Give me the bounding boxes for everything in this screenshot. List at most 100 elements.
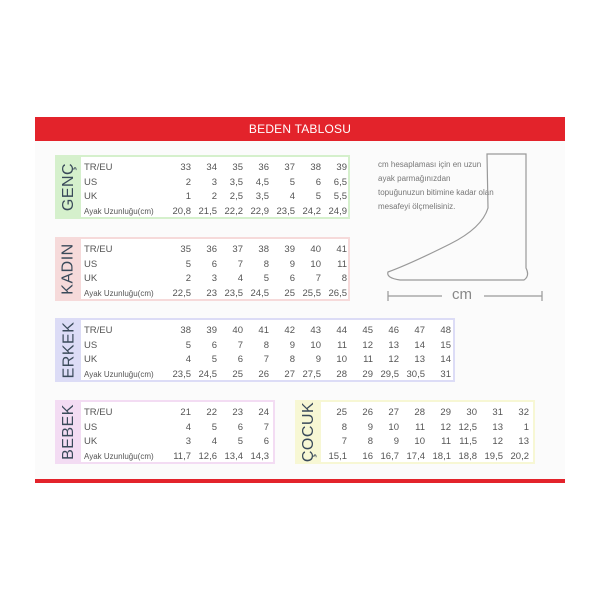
table-cell: 38 [180,325,191,336]
table-cell: 5 [237,436,243,447]
table-cell: 15 [440,339,451,351]
table-cell: 5 [263,273,269,284]
table-cell: 7 [237,339,243,351]
table-cell: 3 [211,273,217,284]
table-body: TR/EU 21 22 23 24 US 4 5 6 7 UK 3 4 5 6 Ayak Uzunluğu(c… [81,402,273,462]
table-cell: 15,1 [328,450,348,462]
table-cell: 2 [185,273,191,284]
table-cell: 5 [211,421,217,433]
table-row: Ayak Uzunluğu(cm) 23,5 24,5 25 26 27 27,5 28 29 2… [81,368,453,382]
table-cell: 9 [315,354,321,365]
table-cell: 5,5 [333,191,347,202]
table-cell: 41 [336,244,347,255]
table-row: US 2 3 3,5 4,5 5 6 6,5 [81,176,348,190]
table-cell: 29,5 [380,368,400,380]
table-cell: 26 [362,407,373,418]
table-cell: 11 [415,421,425,433]
table-cell: 23,5 [172,368,192,380]
table-cell: 11 [337,339,347,351]
table-cell: 7 [315,273,321,284]
table-cell: 4 [185,421,191,433]
table-label: GENÇ [57,157,81,217]
table-cell: 39 [336,162,347,173]
table-cell: 11,5 [459,436,477,447]
table-label-text: ÇOCUK [300,401,317,463]
table-label: BEBEK [57,402,81,462]
table-cell: 11 [337,258,347,270]
table-cell: 32 [518,407,529,418]
size-table-genc: GENÇ TR/EU 33 34 35 36 37 38 39 US 2 3 3,5 4,5 5 6 6,5 UK… [55,155,350,219]
table-cell: 21,5 [198,205,218,217]
table-cell: 47 [414,325,425,336]
table-cell: 8 [341,273,347,284]
table-cell: 35 [180,244,191,255]
row-header: UK [84,191,98,202]
table-cell: 8 [263,258,269,270]
table-cell: 14,3 [250,450,270,462]
table-row: UK 2 3 4 5 6 7 8 [81,272,348,286]
table-cell: 24,9 [328,205,348,217]
table-cell: 4 [237,273,243,284]
table-cell: 23,5 [224,287,244,299]
table-body: TR/EU 35 36 37 38 39 40 41 US 5 6 7 8 9 10 11 UK 2 3 4 5 6 7 8 A… [81,239,348,299]
table-cell: 26,5 [328,287,348,299]
table-cell: 37 [284,162,295,173]
table-cell: 40 [310,244,321,255]
table-cell: 20,2 [510,450,530,462]
table-cell: 2,5 [229,191,243,202]
table-cell: 6,5 [333,176,347,188]
table-cell: 4 [185,354,191,365]
table-row: TR/EU 35 36 37 38 39 40 41 [81,243,348,257]
table-body: 25 26 27 28 29 30 31 32 8 9 10 11 12 12,5 13 1 7 8 9 10 11 11… [321,402,533,462]
table-cell: 7 [263,421,269,433]
row-header: UK [84,436,98,447]
table-cell: 29 [362,368,373,380]
row-header: Ayak Uzunluğu(cm) [84,206,154,216]
table-cell: 7 [341,436,347,447]
table-cell: 7 [237,258,243,270]
table-cell: 5 [289,176,295,188]
size-table-bebek: BEBEK TR/EU 21 22 23 24 US 4 5 6 7 UK 3 4 5 6 Ayak Uzunl… [55,400,275,464]
table-cell: 12 [440,421,451,433]
table-cell: 6 [315,176,321,188]
table-cell: 18,8 [458,450,478,462]
table-cell: 39 [284,244,295,255]
table-cell: 8 [367,436,373,447]
table-cell: 24,5 [198,368,218,380]
table-cell: 42 [284,325,295,336]
table-cell: 35 [232,162,243,173]
table-cell: 18,1 [432,450,452,462]
table-cell: 10 [310,258,321,270]
table-cell: 6 [237,421,243,433]
table-cell: 12 [362,339,373,351]
table-label-text: BEBEK [60,404,78,460]
table-cell: 43 [310,325,321,336]
table-cell: 48 [440,325,451,336]
table-cell: 6 [237,354,243,365]
bottom-divider [35,479,565,483]
table-cell: 5 [211,354,217,365]
table-cell: 2 [211,191,217,202]
table-cell: 16 [362,450,373,462]
table-cell: 38 [310,162,321,173]
table-cell: 8 [263,339,269,351]
table-cell: 14 [440,354,451,365]
table-row: UK 4 5 6 7 8 9 10 11 12 13 14 [81,353,453,367]
table-cell: 3,5 [229,176,243,188]
table-cell: 27 [388,407,399,418]
table-cell: 31 [492,407,503,418]
table-cell: 22 [206,407,217,418]
row-header: TR/EU [84,407,113,418]
foot-outline-icon [387,153,543,301]
table-cell: 11 [363,354,373,365]
table-row: Ayak Uzunluğu(cm) 22,5 23 23,5 24,5 25 25,5 26,… [81,287,348,301]
table-cell: 40 [232,325,243,336]
table-cell: 4 [289,191,295,202]
table-body: TR/EU 38 39 40 41 42 43 44 45 46 47 48 US 5 6 7 8 9 10 11 12… [81,320,453,380]
table-label: ÇOCUK [297,402,321,462]
table-row: 25 26 27 28 29 30 31 32 [321,406,533,420]
row-header: UK [84,354,98,365]
table-cell: 5 [315,191,321,202]
table-cell: 8 [289,354,295,365]
table-row: US 4 5 6 7 [81,421,273,435]
